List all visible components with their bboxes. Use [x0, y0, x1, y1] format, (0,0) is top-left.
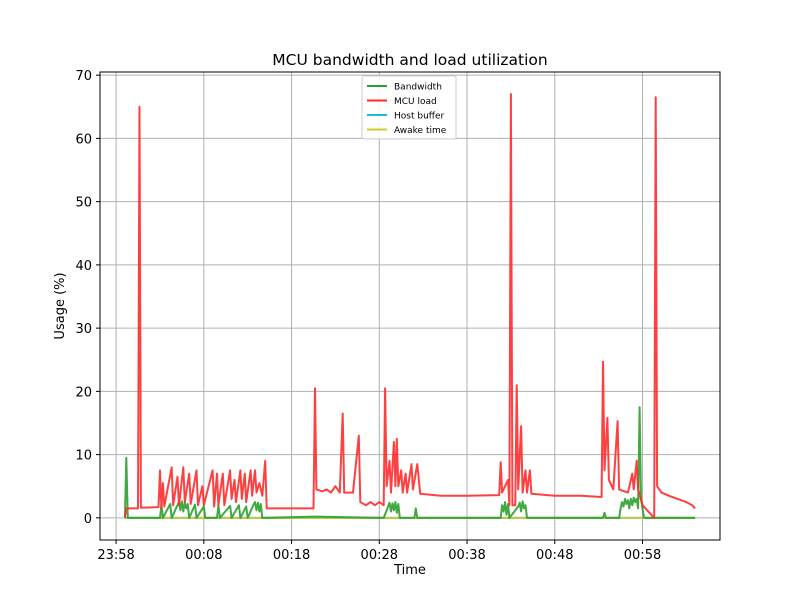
- legend-label: MCU load: [394, 97, 437, 107]
- x-tick-label: 00:38: [448, 548, 485, 563]
- plot-frame: [99, 71, 721, 541]
- y-tick-label: 30: [75, 322, 92, 337]
- y-axis-label: Usage (%): [53, 272, 68, 339]
- y-tick-label: 0: [84, 512, 92, 527]
- series-layer: [123, 93, 696, 519]
- x-tick-label: 00:28: [361, 548, 398, 563]
- y-tick-label: 70: [75, 69, 92, 84]
- y-tick-label: 20: [75, 385, 92, 400]
- legend-label: Awake time: [394, 126, 447, 136]
- x-tick-label: 00:58: [624, 548, 661, 563]
- x-tick-label: 00:08: [185, 548, 222, 563]
- legend-label: Host buffer: [394, 112, 445, 122]
- legend-box: [361, 75, 457, 140]
- y-tick-label: 10: [75, 449, 92, 464]
- legend-label: Bandwidth: [394, 83, 442, 93]
- series-line-bandwidth: [123, 406, 696, 519]
- x-axis: 23:58 00:08 00:18 00:28 00:38 00:48 00:58: [97, 540, 661, 563]
- legend: Bandwidth MCU load Host buffer Awake time: [361, 75, 457, 140]
- x-tick-label: 00:48: [536, 548, 573, 563]
- y-axis: 0 10 20 30 40 50 60 70: [75, 69, 100, 527]
- y-tick-label: 60: [75, 132, 92, 147]
- series-line-mcu-load: [123, 93, 696, 519]
- y-tick-label: 40: [75, 259, 92, 274]
- x-tick-label: 23:58: [97, 548, 134, 563]
- chart-title: MCU bandwidth and load utilization: [272, 51, 547, 69]
- x-axis-label: Time: [393, 563, 426, 578]
- x-tick-label: 00:18: [273, 548, 310, 563]
- y-tick-label: 50: [75, 196, 92, 211]
